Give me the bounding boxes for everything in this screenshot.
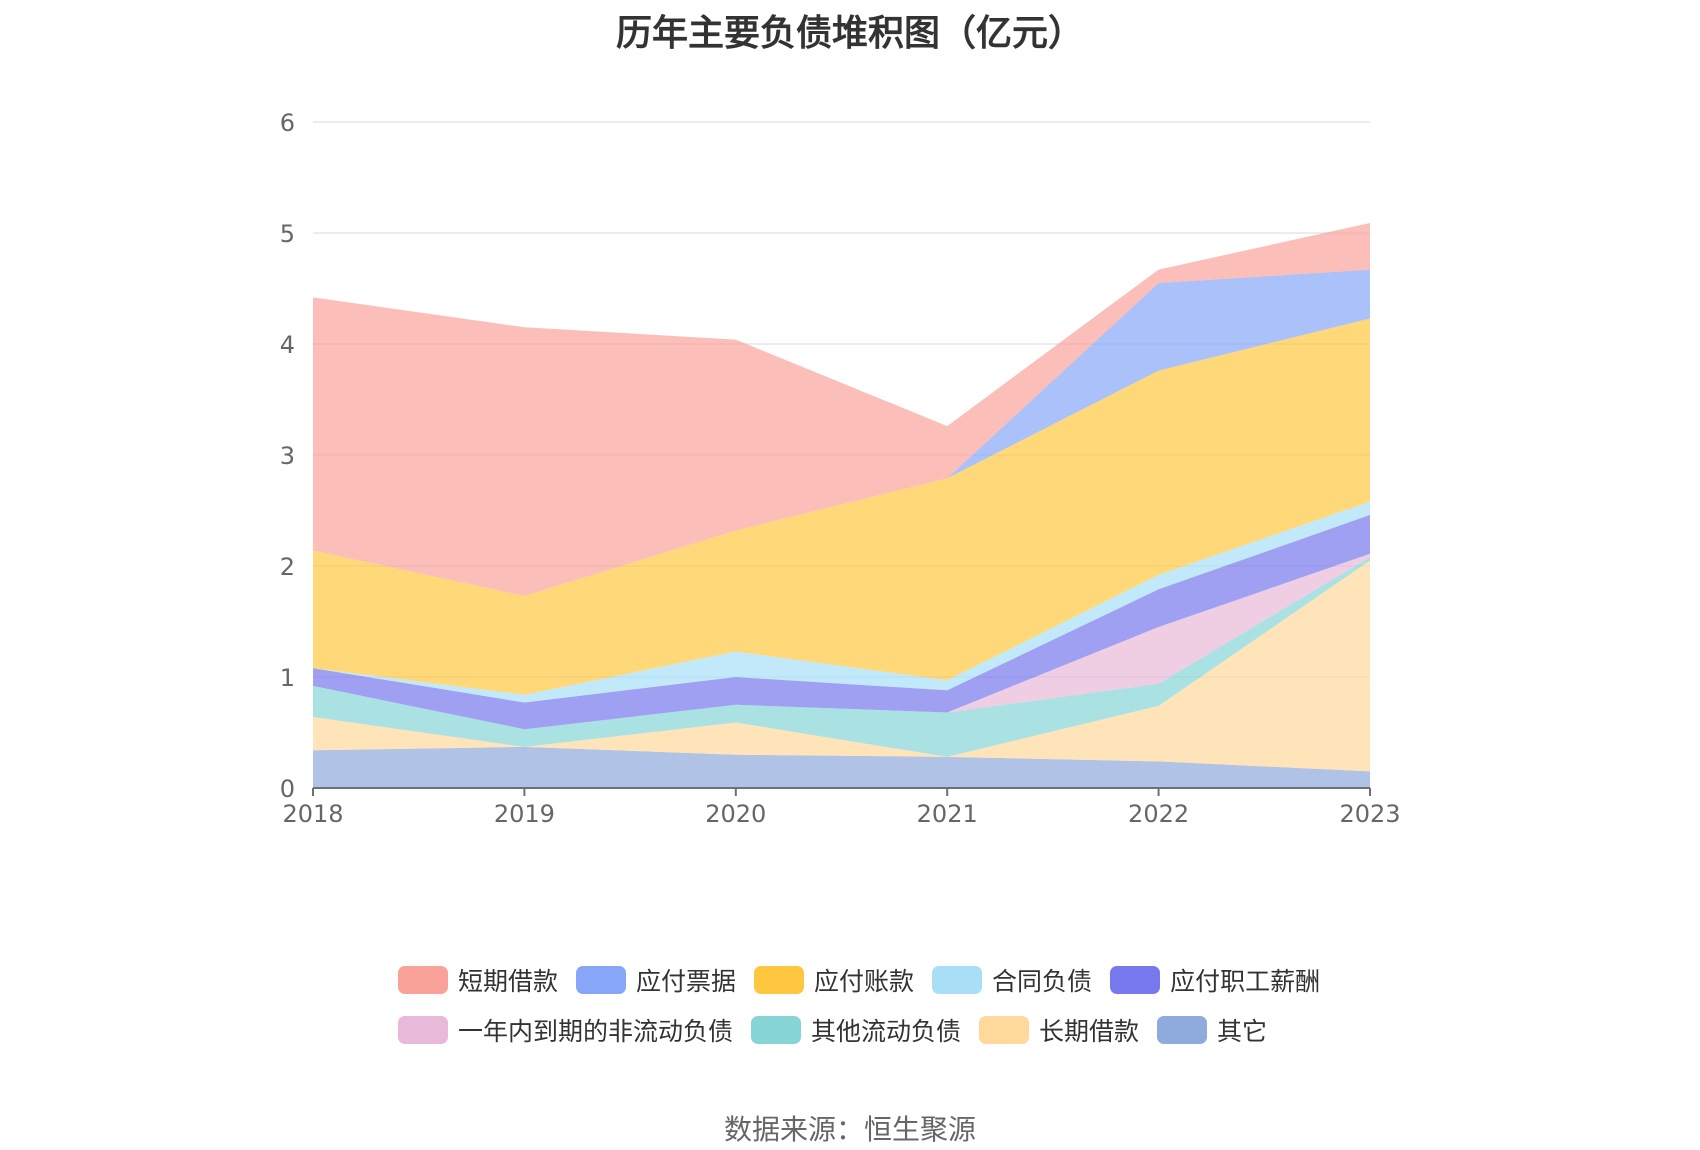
legend-item[interactable]: 应付账款 <box>754 962 914 998</box>
legend-label: 应付职工薪酬 <box>1170 967 1321 996</box>
legend-row: 一年内到期的非流动负债 其他流动负债 长期借款 其它 <box>398 1005 1358 1055</box>
legend-item[interactable]: 合同负债 <box>932 962 1092 998</box>
x-tick-label: 2020 <box>705 800 766 828</box>
area-series-其他流动负债 <box>313 557 1370 757</box>
x-axis-tick-labels: 2018 2019 2020 2021 2022 2023 <box>282 800 1400 828</box>
legend-row: 短期借款 应付票据 应付账款 合同负债 应付职工薪酬 <box>398 955 1358 1005</box>
legend-label: 应付账款 <box>814 967 915 996</box>
legend-swatch <box>932 966 983 994</box>
legend-label: 合同负债 <box>992 967 1093 996</box>
legend-label: 其它 <box>1217 1017 1268 1046</box>
legend-label: 短期借款 <box>458 967 559 996</box>
x-axis <box>312 787 1371 796</box>
legend-swatch <box>979 1016 1030 1044</box>
area-series-group <box>313 223 1370 788</box>
x-tick-label: 2018 <box>282 800 343 828</box>
legend-item[interactable]: 应付职工薪酬 <box>1110 962 1320 998</box>
area-series-一年内到期的非流动负债 <box>313 553 1370 730</box>
legend-item[interactable]: 短期借款 <box>398 962 558 998</box>
x-tick-label: 2019 <box>494 800 555 828</box>
y-tick-label: 4 <box>280 331 295 359</box>
area-series-应付账款 <box>313 318 1370 695</box>
y-tick-label: 3 <box>280 442 295 470</box>
data-source-note: 数据来源：恒生聚源 <box>723 1113 976 1146</box>
legend-swatch <box>398 966 448 994</box>
y-tick-label: 2 <box>280 553 295 581</box>
legend-item[interactable]: 长期借款 <box>979 1012 1139 1048</box>
x-tick-label: 2021 <box>917 800 978 828</box>
area-series-合同负债 <box>313 501 1370 703</box>
y-tick-label: 5 <box>280 220 295 248</box>
chart-legend: 短期借款 应付票据 应付账款 合同负债 应付职工薪酬 一年内到期的非流动负债 其他流动负债… <box>398 955 1358 1055</box>
x-tick-label: 2023 <box>1339 800 1400 828</box>
legend-label: 其他流动负债 <box>811 1017 962 1046</box>
area-series-短期借款 <box>313 223 1370 596</box>
y-tick-label: 0 <box>280 775 295 803</box>
legend-swatch <box>576 966 627 994</box>
area-series-其它 <box>313 746 1370 788</box>
area-series-应付票据 <box>313 269 1370 596</box>
y-axis-tick-labels: 0 1 2 3 4 5 6 <box>280 109 295 803</box>
legend-swatch <box>398 1016 448 1044</box>
legend-label: 应付票据 <box>636 967 737 996</box>
legend-swatch <box>1157 1016 1208 1044</box>
legend-label: 长期借款 <box>1039 1017 1140 1046</box>
legend-item[interactable]: 应付票据 <box>576 962 736 998</box>
legend-item[interactable]: 一年内到期的非流动负债 <box>398 1012 733 1048</box>
y-tick-label: 1 <box>280 664 295 692</box>
legend-swatch <box>1110 966 1161 994</box>
legend-item[interactable]: 其他流动负债 <box>751 1012 961 1048</box>
legend-label: 一年内到期的非流动负债 <box>458 1017 734 1046</box>
area-series-应付职工薪酬 <box>313 514 1370 730</box>
chart-title: 历年主要负债堆积图（亿元） <box>615 13 1084 54</box>
legend-swatch <box>751 1016 802 1044</box>
area-series-长期借款 <box>313 560 1370 772</box>
legend-swatch <box>754 966 805 994</box>
x-tick-label: 2022 <box>1128 800 1189 828</box>
legend-item[interactable]: 其它 <box>1157 1012 1267 1048</box>
stacked-area-chart: 0 1 2 3 4 5 6 2018 2019 2020 2021 2022 2023 <box>280 109 1401 828</box>
y-tick-label: 6 <box>280 109 295 137</box>
